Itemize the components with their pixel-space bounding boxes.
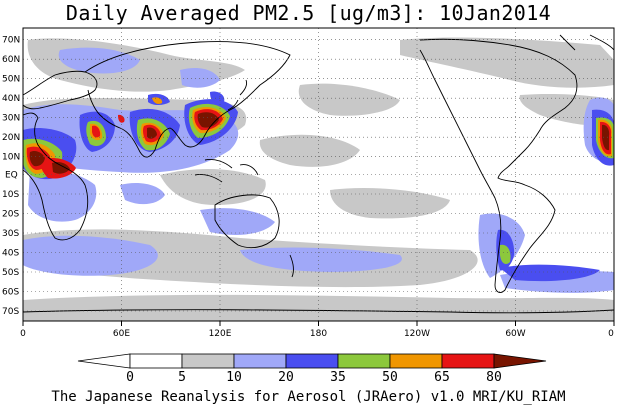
colorbar-label-80: 80	[486, 370, 502, 385]
lat-label-30n: 30N	[2, 114, 20, 124]
colorbar-label-35: 35	[330, 370, 346, 385]
lat-axis-labels: 70N 60N 50N 40N 30N 20N 10N EQ 10S 20S 3…	[2, 36, 20, 317]
colorbar-segment-65-80	[441, 353, 495, 369]
colorbar-segment-50-65	[389, 353, 443, 369]
footer-credit: The Japanese Reanalysis for Aerosol (JRA…	[51, 389, 566, 405]
colorbar-segment-20-35	[285, 353, 339, 369]
lon-label-0-left: 0	[20, 329, 26, 339]
colorbar: 0 5 10 20 35 50 65 80	[77, 353, 547, 385]
lat-label-eq: EQ	[5, 171, 18, 181]
lon-label-60w: 60W	[505, 329, 525, 339]
colorbar-label-50: 50	[382, 370, 398, 385]
lat-label-10n: 10N	[2, 153, 20, 163]
lat-label-10s: 10S	[2, 190, 19, 200]
lat-lon-grid	[23, 28, 614, 321]
lat-label-60n: 60N	[2, 55, 20, 65]
lon-label-120e: 120E	[209, 329, 232, 339]
lat-label-50n: 50N	[2, 75, 20, 85]
colorbar-label-20: 20	[278, 370, 294, 385]
lat-label-20n: 20N	[2, 133, 20, 143]
lat-label-20s: 20S	[2, 210, 19, 220]
colorbar-segment-0-5	[129, 353, 183, 369]
colorbar-segment-5-10	[181, 353, 235, 369]
colorbar-label-10: 10	[226, 370, 242, 385]
axis-ticks	[22, 321, 615, 326]
colorbar-label-0: 0	[126, 370, 134, 385]
lon-label-120w: 120W	[404, 329, 430, 339]
colorbar-label-5: 5	[178, 370, 186, 385]
lon-label-180: 180	[310, 329, 327, 339]
lon-label-0-right: 0	[608, 329, 614, 339]
colorbar-high-arrow	[493, 353, 547, 369]
concentration-band-darkred	[29, 112, 610, 174]
lat-label-40s: 40S	[2, 249, 19, 259]
lat-label-70s: 70S	[2, 307, 19, 317]
concentration-band-lightblue	[23, 47, 614, 293]
colorbar-label-65: 65	[434, 370, 450, 385]
colorbar-low-arrow	[77, 353, 131, 369]
lat-label-40n: 40N	[2, 94, 20, 104]
colorbar-segment-35-50	[337, 353, 391, 369]
lat-label-30s: 30S	[2, 229, 19, 239]
lon-axis-labels: 0 60E 120E 180 120W 60W 0	[20, 329, 614, 339]
lon-label-60e: 60E	[113, 329, 130, 339]
colorbar-segment-10-20	[233, 353, 287, 369]
lat-label-60s: 60S	[2, 288, 19, 298]
lat-label-50s: 50S	[2, 268, 19, 278]
lat-label-70n: 70N	[2, 36, 20, 46]
coastlines	[23, 34, 614, 314]
map-title: Daily Averaged PM2.5 [ug/m3]: 10Jan2014	[65, 1, 552, 25]
